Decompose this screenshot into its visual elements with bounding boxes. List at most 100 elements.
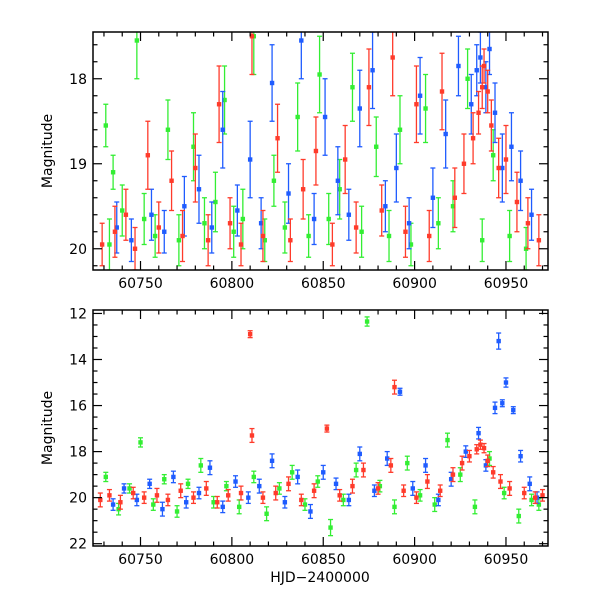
bottom-panel-green-point xyxy=(174,505,180,518)
top-panel: 60750 60800 60850 60900 60950 18 19 20 Magnitu… xyxy=(40,31,549,292)
top-panel-green-point xyxy=(386,209,392,263)
top-panel-red-point xyxy=(390,32,396,97)
bottom-panel-blue-point xyxy=(496,332,502,350)
top-panel-green-point xyxy=(435,197,441,250)
top-panel-green-point xyxy=(317,35,323,114)
bottom-panel-ticks xyxy=(93,310,548,546)
bottom-panel-red-point xyxy=(437,484,443,498)
bottom-panel-red-point xyxy=(260,491,266,505)
bottom-panel-red-point xyxy=(191,491,197,505)
top-panel-red-point xyxy=(461,133,467,195)
bottom-panel-blue-point xyxy=(220,500,226,514)
top-panel-blue-point xyxy=(508,112,514,182)
top-panel-green-point xyxy=(295,82,301,152)
bottom-panel-blue-point xyxy=(233,475,239,488)
bottom-panel-red-point xyxy=(349,478,355,494)
top-panel-blue-point xyxy=(370,32,376,110)
top-panel-green-point xyxy=(176,214,182,267)
bottom-panel-red-point xyxy=(401,484,407,498)
bottom-panel-y-tick-label: 20 xyxy=(69,491,87,507)
bottom-panel-blue-point xyxy=(269,453,275,469)
top-panel-green-point xyxy=(110,154,116,190)
top-panel-y-tick-label: 20 xyxy=(69,242,87,258)
bottom-panel-blue-point xyxy=(170,470,176,484)
top-panel-blue-point xyxy=(128,218,134,263)
bottom-panel-y-tick-label: 22 xyxy=(69,537,87,553)
bottom-panel-x-axis-label: HJD−2400000 xyxy=(270,570,370,586)
bottom-panel-red-point xyxy=(165,493,171,507)
bottom-panel-red-point xyxy=(225,488,231,502)
top-panel-red-point xyxy=(238,222,244,267)
bottom-panel-red-point xyxy=(97,492,103,508)
top-panel-green-point xyxy=(134,32,140,80)
bottom-panel-green-point xyxy=(392,499,398,515)
top-panel-blue-point xyxy=(196,154,202,224)
top-panel-blue-point xyxy=(311,192,317,246)
bottom-panel-red-point xyxy=(249,427,255,444)
top-panel-data-marks xyxy=(99,32,542,270)
top-panel-green-point xyxy=(479,218,485,263)
bottom-panel-blue-point xyxy=(357,446,363,462)
bottom-panel-blue-point xyxy=(371,484,377,498)
top-panel-red-point xyxy=(216,65,222,144)
bottom-panel-green-point xyxy=(150,498,156,511)
bottom-panel-blue-point xyxy=(499,399,505,408)
bottom-panel-red-point xyxy=(540,488,546,502)
bottom-panel-green-point xyxy=(236,499,242,515)
bottom-panel-blue-point xyxy=(121,483,127,494)
top-panel-green-point xyxy=(141,192,147,246)
bottom-panel-x-tick-label: 60950 xyxy=(484,552,529,568)
top-panel-y-axis-label: Magnitude xyxy=(40,114,56,188)
top-panel-red-point xyxy=(426,209,432,263)
top-panel-blue-point xyxy=(499,133,505,203)
bottom-panel-green-point xyxy=(529,493,535,507)
bottom-panel-green-point xyxy=(138,437,144,448)
bottom-panel-x-tick-label: 60850 xyxy=(301,552,346,568)
top-panel-red-point xyxy=(112,205,118,258)
bottom-panel-green-point xyxy=(432,496,438,513)
top-panel-blue-point xyxy=(209,201,215,254)
bottom-panel-red-point xyxy=(375,482,381,495)
top-panel-green-point xyxy=(106,218,112,270)
bottom-panel-green-point xyxy=(404,455,410,471)
top-panel-green-point xyxy=(373,116,379,178)
top-panel-blue-point xyxy=(406,197,412,250)
bottom-panel-red-point xyxy=(203,480,209,496)
top-panel-red-point xyxy=(342,124,348,195)
bottom-panel-blue-point xyxy=(423,457,429,473)
bottom-panel-blue-point xyxy=(397,387,403,396)
top-panel-red-point xyxy=(99,222,105,267)
top-panel-red-point xyxy=(496,137,502,199)
bottom-panel-red-point xyxy=(481,442,487,454)
bottom-panel-red-point xyxy=(532,491,538,505)
top-panel-red-point xyxy=(470,112,476,165)
bottom-panel-y-tick-label: 16 xyxy=(69,399,87,415)
bottom-panel-blue-point xyxy=(295,469,301,485)
top-panel-red-point xyxy=(156,201,162,254)
bottom-panel-red-point xyxy=(450,467,456,483)
bottom-panel-red-point xyxy=(474,444,480,455)
top-panel-blue-point xyxy=(492,82,498,144)
top-panel-red-point xyxy=(169,150,175,212)
bottom-panel-red-point xyxy=(130,486,136,500)
top-panel-x-tick-label: 60850 xyxy=(301,276,346,292)
top-panel-green-point xyxy=(507,209,513,263)
top-panel-x-tick-label: 60750 xyxy=(118,276,163,292)
top-panel-green-point xyxy=(326,192,332,246)
bottom-panel-red-point xyxy=(141,491,147,505)
top-panel-red-point xyxy=(536,214,542,267)
bottom-panel-blue-point xyxy=(527,476,533,492)
bottom-panel-green-point xyxy=(516,508,522,524)
bottom-panel-red-point xyxy=(154,487,160,503)
top-panel-x-tick-label: 60800 xyxy=(210,276,255,292)
bottom-panel-red-point xyxy=(324,424,330,433)
bottom-panel-green-point xyxy=(251,470,257,484)
bottom-panel-y-tick-label: 12 xyxy=(69,306,87,322)
bottom-panel-blue-point xyxy=(410,480,416,496)
top-panel-red-point xyxy=(353,201,359,254)
top-panel-y-tick-labels: 18 19 20 xyxy=(69,72,87,258)
bottom-panel-blue-point xyxy=(282,495,288,509)
top-panel-blue-point xyxy=(346,188,352,241)
bottom-panel-red-point xyxy=(485,454,491,468)
bottom-panel-green-point xyxy=(417,488,423,502)
